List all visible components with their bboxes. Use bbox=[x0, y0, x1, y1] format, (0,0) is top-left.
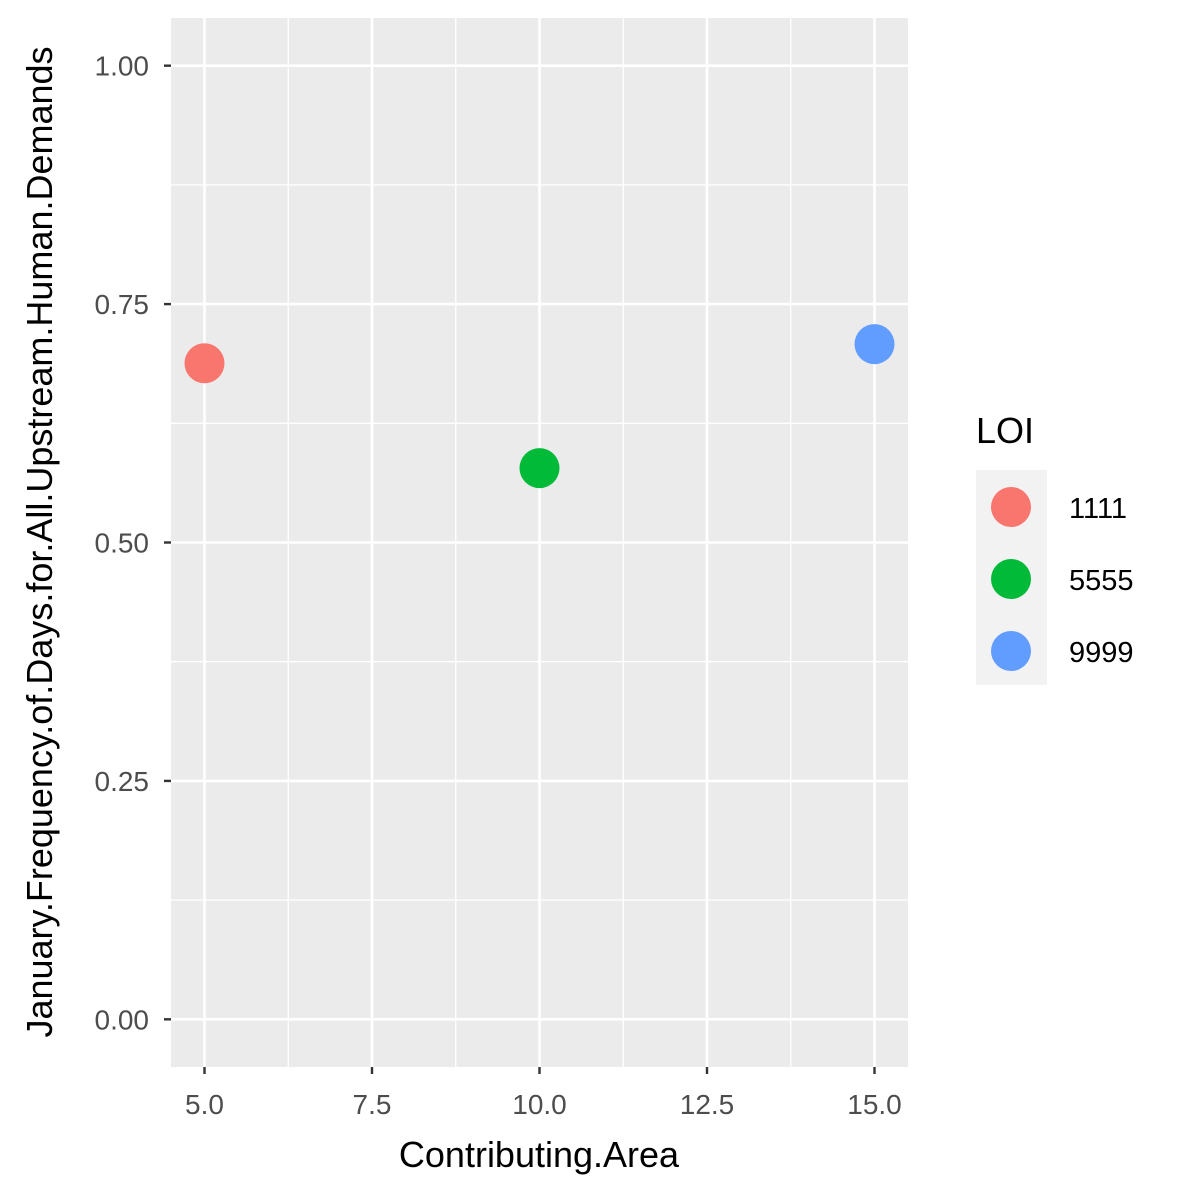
axis-ticks: 5.0 7.5 10.0 12.5 15.0 0.00 0.25 0.50 0.75 1.00 bbox=[95, 51, 902, 1120]
data-point-5555 bbox=[519, 448, 560, 489]
major-grid bbox=[171, 18, 908, 1067]
y-tick-label: 0.50 bbox=[95, 528, 150, 559]
legend-key-9999 bbox=[991, 631, 1031, 671]
y-tick-label: 0.00 bbox=[95, 1004, 150, 1035]
y-tick-label: 0.75 bbox=[95, 289, 150, 320]
legend-key-5555 bbox=[991, 559, 1031, 599]
y-tick-label: 0.25 bbox=[95, 766, 150, 797]
x-tick-label: 15.0 bbox=[847, 1089, 902, 1120]
x-tick-label: 5.0 bbox=[185, 1089, 224, 1120]
legend-key-1111 bbox=[991, 487, 1031, 527]
legend-label: 5555 bbox=[1069, 565, 1134, 597]
y-axis-title: January.Frequency.of.Days.for.All.Upstre… bbox=[19, 46, 60, 1037]
data-points bbox=[184, 324, 895, 489]
x-tick-label: 7.5 bbox=[353, 1089, 392, 1120]
legend-label: 1111 bbox=[1069, 493, 1127, 525]
x-tick-label: 10.0 bbox=[512, 1089, 567, 1120]
legend-label: 9999 bbox=[1069, 637, 1134, 669]
legend: LOI 1111 5555 9999 bbox=[976, 410, 1134, 685]
legend-title: LOI bbox=[976, 410, 1034, 451]
data-point-9999 bbox=[854, 324, 895, 365]
data-point-1111 bbox=[184, 343, 225, 384]
x-axis-title: Contributing.Area bbox=[399, 1134, 680, 1175]
x-tick-label: 12.5 bbox=[680, 1089, 735, 1120]
y-tick-label: 1.00 bbox=[95, 51, 150, 82]
